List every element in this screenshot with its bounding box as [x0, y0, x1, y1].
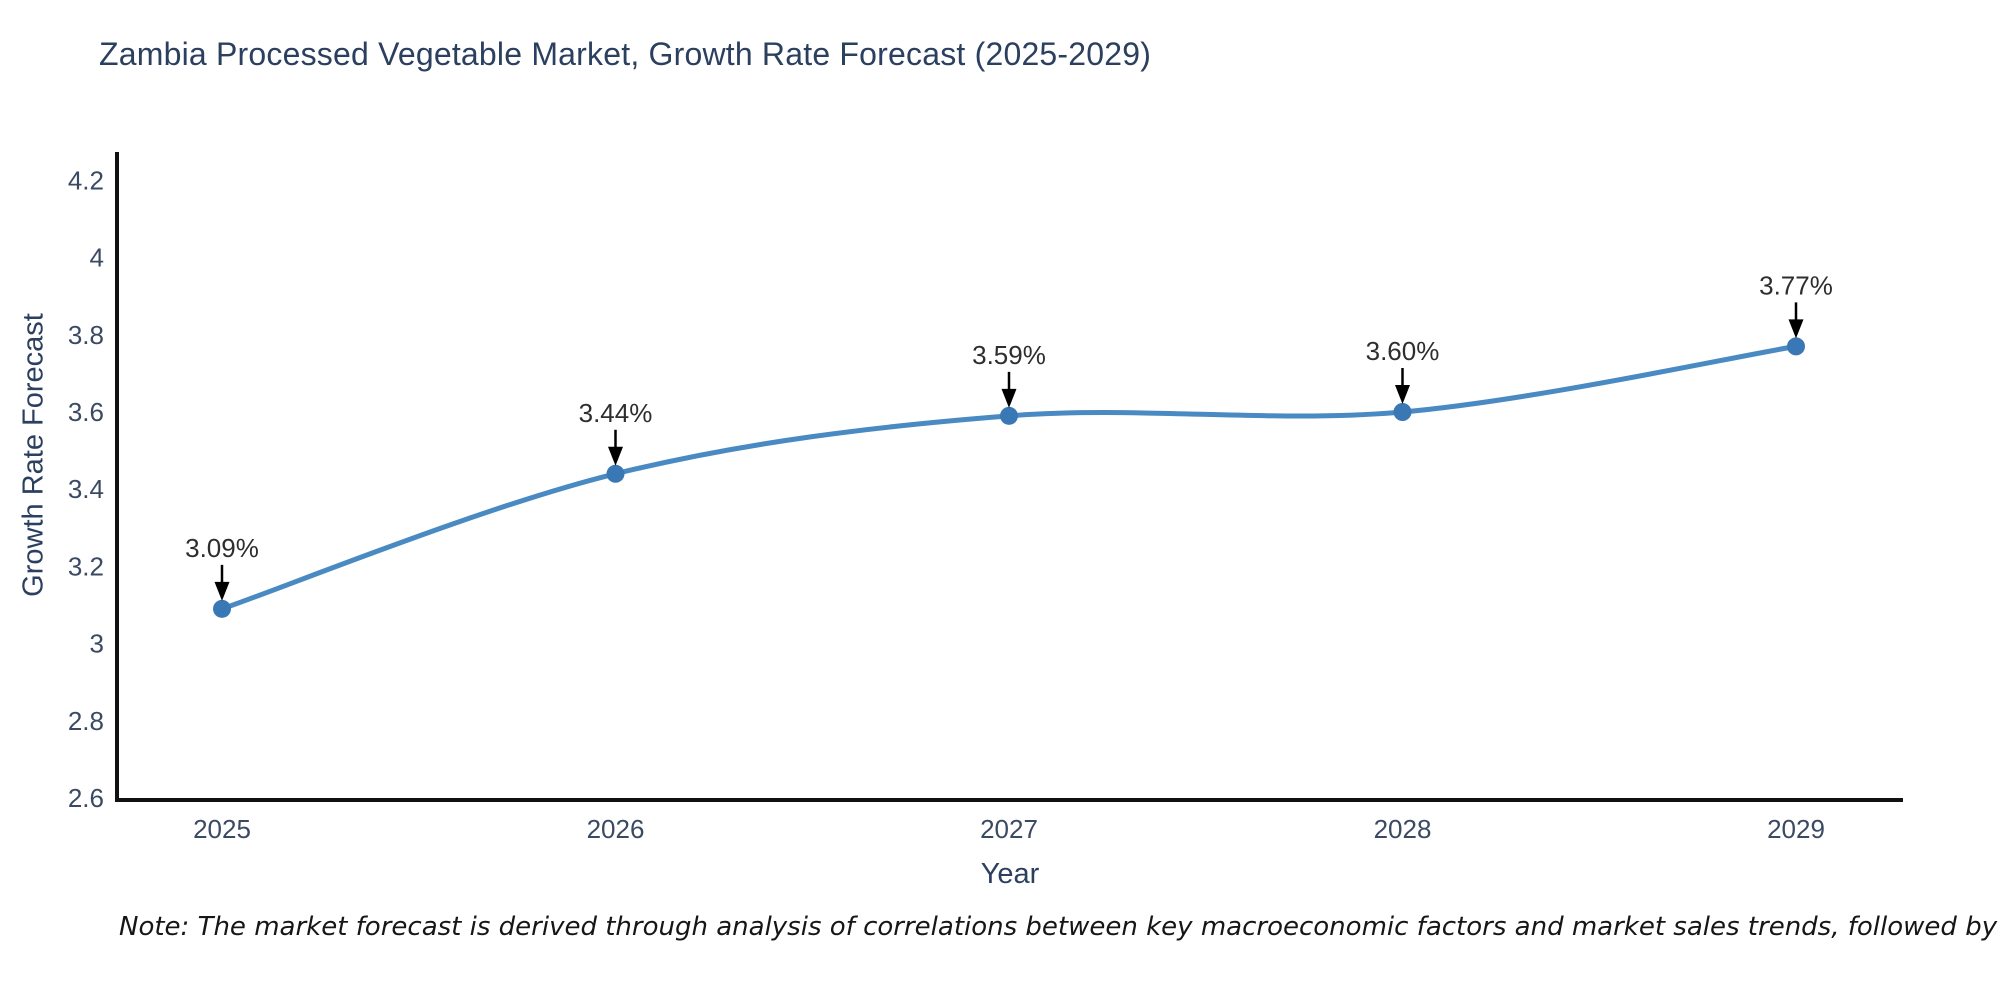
annotation-arrow-head: [608, 446, 623, 466]
data-point-marker: [1787, 337, 1805, 356]
data-point-marker: [606, 464, 625, 483]
annotation-arrow-head: [214, 581, 230, 601]
x-tick-label: 2029: [1767, 814, 1825, 844]
point-value-label: 3.59%: [972, 340, 1046, 370]
data-point-marker: [213, 599, 231, 618]
y-tick-label: 3: [90, 629, 104, 659]
y-tick-label: 4: [90, 243, 104, 273]
data-point-marker: [1393, 403, 1412, 421]
y-tick-label: 3.4: [68, 474, 104, 504]
point-value-label: 3.09%: [185, 533, 259, 563]
y-tick-label: 3.6: [68, 397, 104, 427]
y-tick-label: 4.2: [68, 165, 104, 195]
data-point-marker: [1000, 406, 1018, 425]
x-axis-title: Year: [980, 858, 1040, 890]
y-tick-label: 2.8: [68, 706, 104, 736]
annotation-arrow-head: [1395, 385, 1410, 404]
footnote: Note: The market forecast is derived thr…: [119, 912, 2000, 942]
annotation-arrow-head: [1001, 388, 1017, 408]
point-value-label: 3.44%: [579, 398, 653, 428]
point-value-label: 3.77%: [1759, 270, 1833, 300]
annotation-arrow-head: [1788, 319, 1804, 339]
x-tick-label: 2025: [193, 814, 251, 844]
chart-title: Zambia Processed Vegetable Market, Growt…: [99, 36, 1152, 72]
x-tick-label: 2028: [1374, 814, 1432, 844]
y-tick-label: 3.2: [68, 551, 104, 581]
point-value-label: 3.60%: [1366, 336, 1440, 366]
x-tick-label: 2027: [980, 814, 1038, 844]
x-tick-label: 2026: [587, 814, 645, 844]
y-tick-label: 3.8: [68, 320, 104, 350]
y-tick-label: 2.6: [68, 783, 104, 813]
